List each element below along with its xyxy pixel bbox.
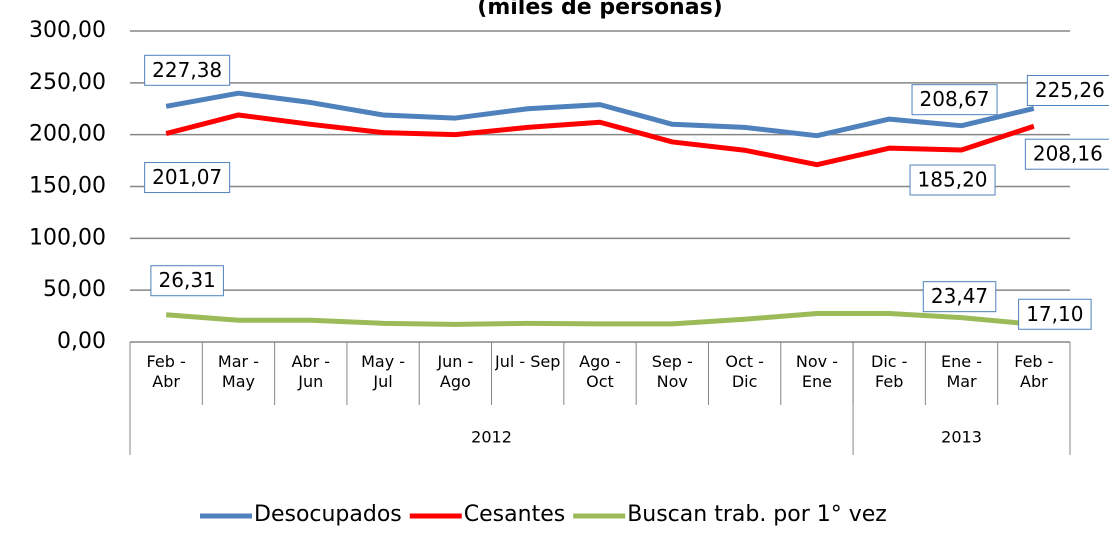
data-label-box: [150, 265, 224, 297]
x-tick-label-box: Oct - Dic: [725, 352, 764, 391]
data-label-box: [1026, 74, 1109, 106]
x-tick-label-box: Ago - Oct: [579, 352, 621, 391]
data-label: 185,20: [918, 168, 988, 192]
x-tick-label: Sep - Nov: [651, 352, 693, 391]
data-label-box: [1024, 138, 1109, 170]
data-label: 17,10: [1026, 302, 1083, 326]
x-tick-label: Nov - Ene: [795, 352, 838, 391]
data-label-box: [922, 281, 997, 313]
x-tick-label: Oct - Dic: [725, 352, 764, 391]
data-label-box: [1018, 298, 1092, 330]
data-label: 227,38: [152, 58, 222, 82]
data-label: 201,07: [152, 165, 222, 189]
x-tick-label: Mar - May: [217, 352, 259, 391]
y-tick-label: 300,00: [29, 18, 106, 43]
y-tick-label: 0,00: [57, 329, 106, 354]
data-label-box: [144, 54, 231, 86]
data-label: 208,16: [1033, 142, 1103, 166]
x-tick-label: May - Jul: [361, 352, 406, 391]
x-tick-label: Dic - Feb: [871, 352, 908, 391]
x-tick-label-box: Feb - Abr: [1014, 352, 1054, 391]
x-tick-label-box: Sep - Nov: [651, 352, 693, 391]
y-tick-label: 200,00: [29, 122, 106, 147]
x-tick-label-box: Mar - May: [217, 352, 259, 391]
series-line: [165, 310, 1035, 327]
x-tick-label: Abr - Jun: [291, 352, 331, 391]
legend-label: Cesantes: [464, 502, 565, 527]
legend-label: Desocupados: [254, 502, 402, 527]
y-tick-label: 50,00: [43, 277, 106, 302]
x-tick-label: Ene - Mar: [941, 352, 982, 391]
data-label: 26,31: [159, 268, 216, 292]
chart-title: (miles de personas): [477, 0, 722, 20]
data-label-box: [909, 164, 996, 196]
x-tick-label: Jun - Ago: [437, 352, 474, 391]
x-tick-label-box: Ene - Mar: [941, 352, 982, 391]
x-tick-label: Feb - Abr: [1014, 352, 1054, 391]
x-tick-label-box: Nov - Ene: [795, 352, 838, 391]
x-tick-label: Feb - Abr: [146, 352, 186, 391]
x-tick-label-box: Jul - Sep: [494, 352, 561, 371]
legend-label: Buscan trab. por 1° vez: [627, 502, 887, 527]
data-label: 23,47: [931, 284, 988, 308]
data-label-box: [144, 162, 231, 194]
y-tick-label: 150,00: [29, 174, 106, 199]
data-label-box: [911, 84, 998, 116]
series-line: [165, 112, 1035, 168]
x-tick-label-box: Jun - Ago: [437, 352, 474, 391]
x-tick-label: Ago - Oct: [579, 352, 621, 391]
y-tick-label: 100,00: [29, 225, 106, 250]
x-tick-label-box: May - Jul: [361, 352, 406, 391]
legend: Desocupados Cesantes Buscan trab. por 1° v…: [200, 502, 887, 527]
group-label: 2012: [471, 428, 512, 447]
data-label: 208,67: [920, 87, 990, 111]
x-tick-label-box: Feb - Abr: [146, 352, 186, 391]
group-label: 2013: [941, 428, 982, 447]
y-tick-label: 250,00: [29, 70, 106, 95]
x-tick-label-box: Abr - Jun: [291, 352, 331, 391]
x-tick-label: Jul - Sep: [494, 352, 561, 371]
x-tick-label-box: Dic - Feb: [871, 352, 908, 391]
series-line: [165, 90, 1035, 139]
data-label: 225,26: [1035, 78, 1105, 102]
